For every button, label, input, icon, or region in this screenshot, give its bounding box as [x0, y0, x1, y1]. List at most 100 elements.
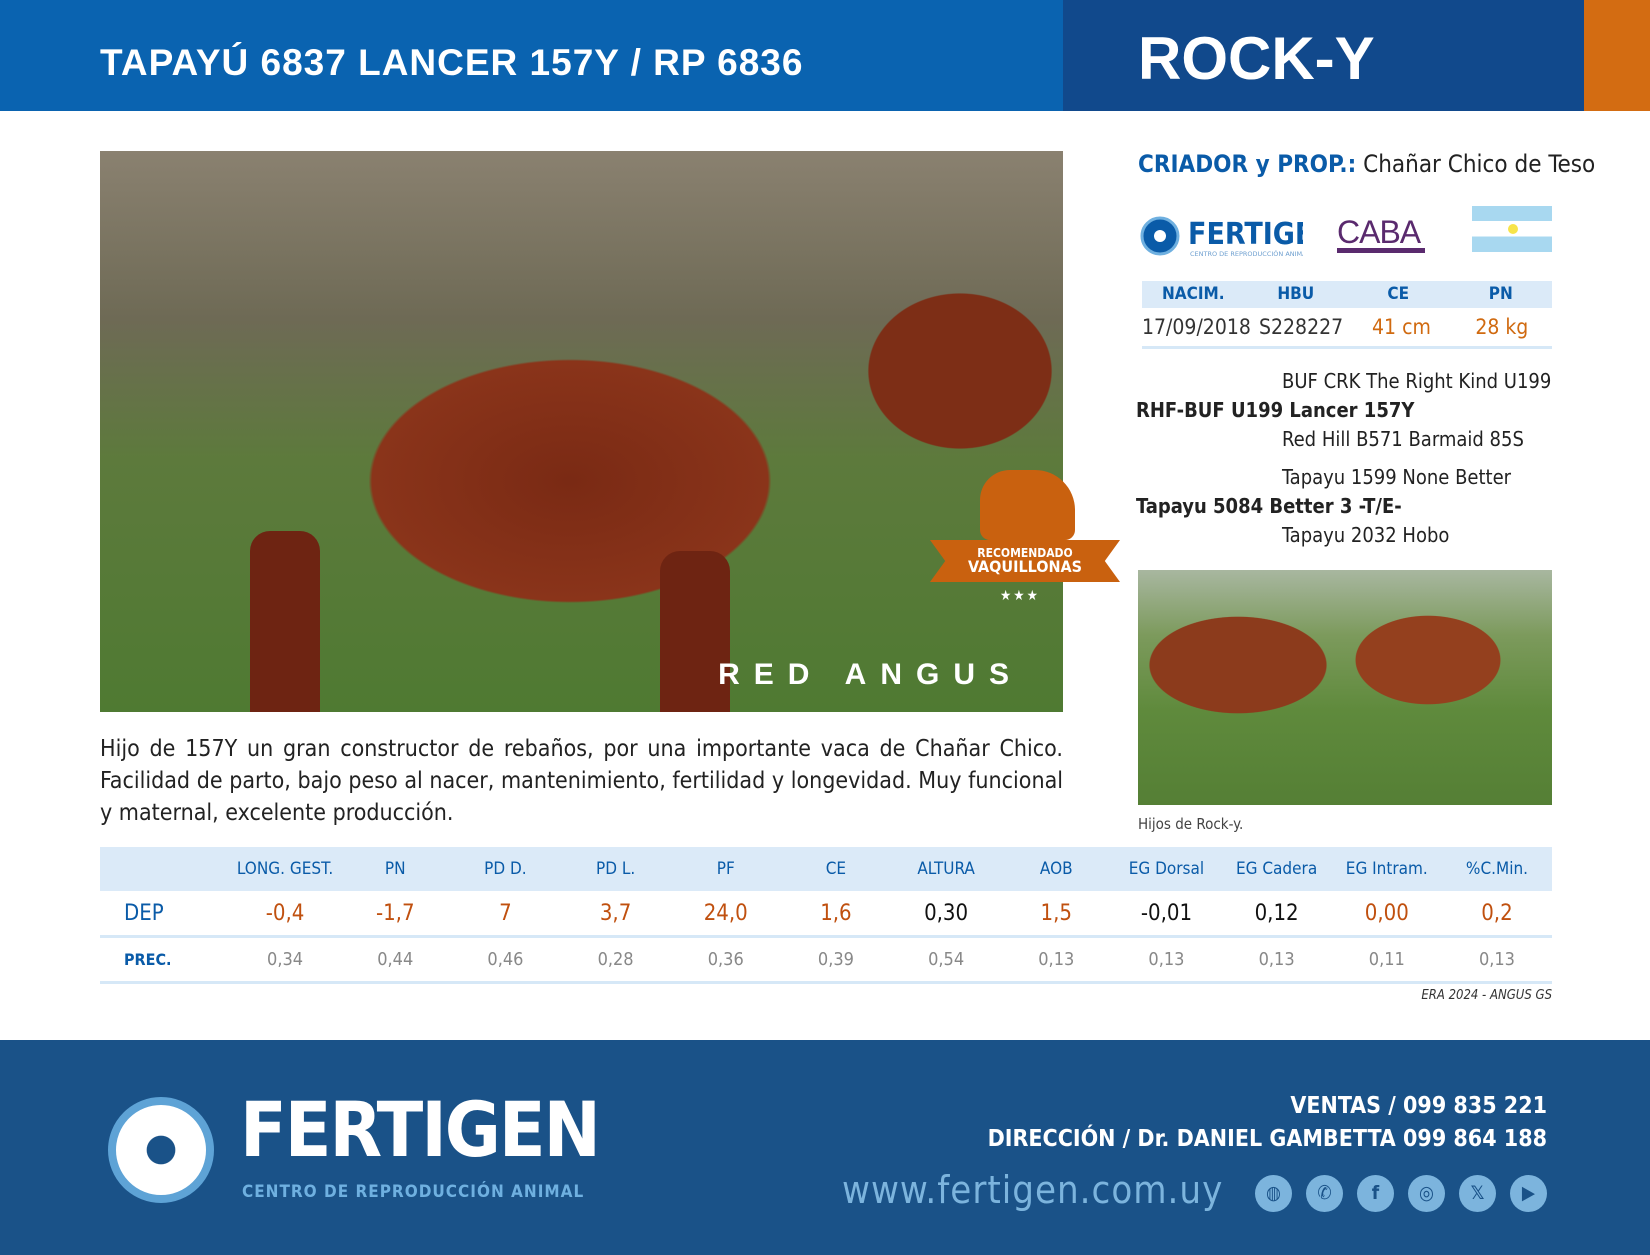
bull-leg	[250, 531, 320, 712]
sire: RHF-BUF U199 Lancer 157Y	[1136, 398, 1415, 422]
director-phone: DIRECCIÓN / Dr. DANIEL GAMBETTA 099 864 …	[987, 1126, 1547, 1152]
badge-ribbon: RECOMENDADO VAQUILLONAS	[930, 540, 1120, 582]
dep-value: 0,12	[1254, 900, 1299, 926]
footer-brand-tagline: CENTRO DE REPRODUCCIÓN ANIMAL	[242, 1182, 585, 1202]
breeder-line: CRIADOR y PROP.: Chañar Chico de Teso	[1138, 150, 1595, 178]
sales-phone: VENTAS / 099 835 221	[1290, 1093, 1547, 1119]
birth-date: 17/09/2018	[1142, 315, 1251, 339]
epd-column-header: EG Intram.	[1345, 859, 1428, 879]
pedigree: BUF CRK The Right Kind U199 RHF-BUF U199…	[1136, 367, 1556, 550]
dep-value: -1,7	[375, 900, 415, 926]
epd-column-header: PD L.	[595, 859, 636, 879]
epd-column-header: %C.Min.	[1465, 859, 1528, 879]
fertigen-tagline: CENTRO DE REPRODUCCIÓN ANIMAL	[1190, 249, 1303, 258]
header-bar	[0, 0, 1063, 111]
dam: Tapayu 5084 Better 3 -T/E-	[1136, 494, 1402, 518]
epd-column-header: PF	[716, 859, 735, 879]
epd-column-header: PN	[384, 859, 406, 879]
prec-value: 0,36	[707, 949, 744, 970]
prec-value: 0,11	[1368, 949, 1405, 970]
youtube-icon[interactable]: ▶	[1510, 1175, 1547, 1212]
offspring-photo	[1138, 570, 1552, 805]
epd-header-row: LONG. GEST. PN PD D. PD L. PF CE ALTURA AOB EG D…	[100, 847, 1552, 891]
epd-source: ERA 2024 - ANGUS GS	[1421, 988, 1552, 1003]
social-icons: ◍ ✆ f ◎ 𝕏 ▶	[1255, 1175, 1547, 1212]
prec-value: 0,13	[1478, 949, 1515, 970]
footer	[0, 1040, 1650, 1255]
pn-value: 28 kg	[1475, 315, 1529, 339]
facebook-icon[interactable]: f	[1357, 1175, 1394, 1212]
bull-leg	[660, 551, 730, 712]
breeder-label: CRIADOR y PROP.:	[1138, 150, 1357, 178]
epd-column-header: AOB	[1039, 859, 1073, 879]
epd-column-header: PD D.	[484, 859, 527, 879]
dep-value: 0,30	[924, 900, 969, 926]
epd-column-header: EG Cadera	[1236, 859, 1318, 879]
dep-value: 0,00	[1364, 900, 1409, 926]
bull-photo: RED ANGUS	[100, 151, 1063, 712]
dep-value: 1,5	[1040, 900, 1072, 926]
fertigen-wordmark: FERTIGEN	[1188, 217, 1303, 252]
info-header: PN	[1488, 284, 1513, 304]
epd-column-header: CE	[825, 859, 847, 879]
dep-value: 3,7	[599, 900, 632, 926]
info-value-row: 17/09/2018 S228227 41 cm 28 kg	[1142, 308, 1552, 346]
dam-dam: Tapayu 2032 Hobo	[1282, 523, 1450, 547]
prec-value: 0,28	[597, 949, 634, 970]
epd-table: LONG. GEST. PN PD D. PD L. PF CE ALTURA AOB EG D…	[100, 847, 1552, 984]
info-header: CE	[1387, 284, 1410, 304]
page-title: TAPAYÚ 6837 LANCER 157Y / RP 6836	[100, 42, 804, 83]
instagram-icon[interactable]: ◎	[1408, 1175, 1445, 1212]
prec-value: 0,39	[817, 949, 854, 970]
flag-sun	[1508, 224, 1518, 234]
prec-value: 0,13	[1148, 949, 1185, 970]
dep-label: DEP	[124, 900, 164, 926]
hbu-number: S228227	[1259, 315, 1344, 339]
recommended-badge: RECOMENDADO VAQUILLONAS ★★★	[930, 470, 1120, 610]
offspring-caption: Hijos de Rock-y.	[1138, 815, 1244, 833]
header-name-panel	[1063, 0, 1584, 111]
caba-logo: CABA	[1337, 214, 1421, 250]
cow-icon	[980, 470, 1075, 540]
info-header-row: NACIM. HBU CE PN	[1142, 281, 1552, 308]
prec-value: 0,46	[487, 949, 524, 970]
caba-logo-bar	[1337, 248, 1425, 253]
star-icons: ★★★	[1000, 588, 1040, 604]
fertigen-logo: FERTIGEN CENTRO DE REPRODUCCIÓN ANIMAL	[1140, 216, 1303, 258]
epd-prec-row: PREC. 0,34 0,44 0,46 0,28 0,36 0,39 0,54 0,13 0,1…	[100, 938, 1552, 984]
breeder-value: Chañar Chico de Teso	[1363, 150, 1596, 178]
epd-column-header: LONG. GEST.	[236, 859, 334, 879]
epd-column-header: EG Dorsal	[1128, 859, 1205, 879]
footer-brand: FERTIGEN	[240, 1085, 601, 1174]
website-link[interactable]: www.fertigen.com.uy	[842, 1168, 1224, 1212]
whatsapp-icon[interactable]: ✆	[1306, 1175, 1343, 1212]
sire-dam: Red Hill B571 Barmaid 85S	[1282, 427, 1524, 451]
epd-dep-row: DEP -0,4 -1,7 7 3,7 24,0 1,6 0,30 1,5 -0,01 0,12 0,…	[100, 891, 1552, 938]
sire-sire: BUF CRK The Right Kind U199	[1282, 369, 1552, 393]
header-accent	[1584, 0, 1650, 111]
prec-label: PREC.	[124, 950, 172, 969]
dep-value: 24,0	[703, 900, 748, 926]
prec-value: 0,54	[928, 949, 965, 970]
fertigen-logo-icon	[108, 1097, 214, 1203]
epd-column-header: ALTURA	[917, 859, 975, 879]
dep-value: -0,4	[265, 900, 305, 926]
info-header: NACIM.	[1161, 284, 1225, 304]
prec-value: 0,34	[267, 949, 304, 970]
description: Hijo de 157Y un gran constructor de reba…	[100, 736, 1063, 826]
badge-line1: RECOMENDADO	[977, 546, 1073, 560]
prec-value: 0,13	[1258, 949, 1295, 970]
prec-value: 0,44	[377, 949, 414, 970]
dep-value: 7	[499, 900, 512, 926]
x-icon[interactable]: 𝕏	[1459, 1175, 1496, 1212]
animal-name: ROCK-Y	[1138, 25, 1375, 92]
prec-value: 0,13	[1038, 949, 1075, 970]
globe-icon[interactable]: ◍	[1255, 1175, 1292, 1212]
info-table: NACIM. HBU CE PN 17/09/2018 S228227 41 c…	[1142, 281, 1552, 349]
dep-value: -0,01	[1140, 900, 1193, 926]
dep-value: 1,6	[820, 900, 852, 926]
badge-line2: VAQUILLONAS	[967, 557, 1083, 576]
info-header: HBU	[1277, 284, 1315, 304]
breed-overlay: RED ANGUS	[718, 658, 1023, 691]
dep-value: 0,2	[1481, 900, 1513, 926]
